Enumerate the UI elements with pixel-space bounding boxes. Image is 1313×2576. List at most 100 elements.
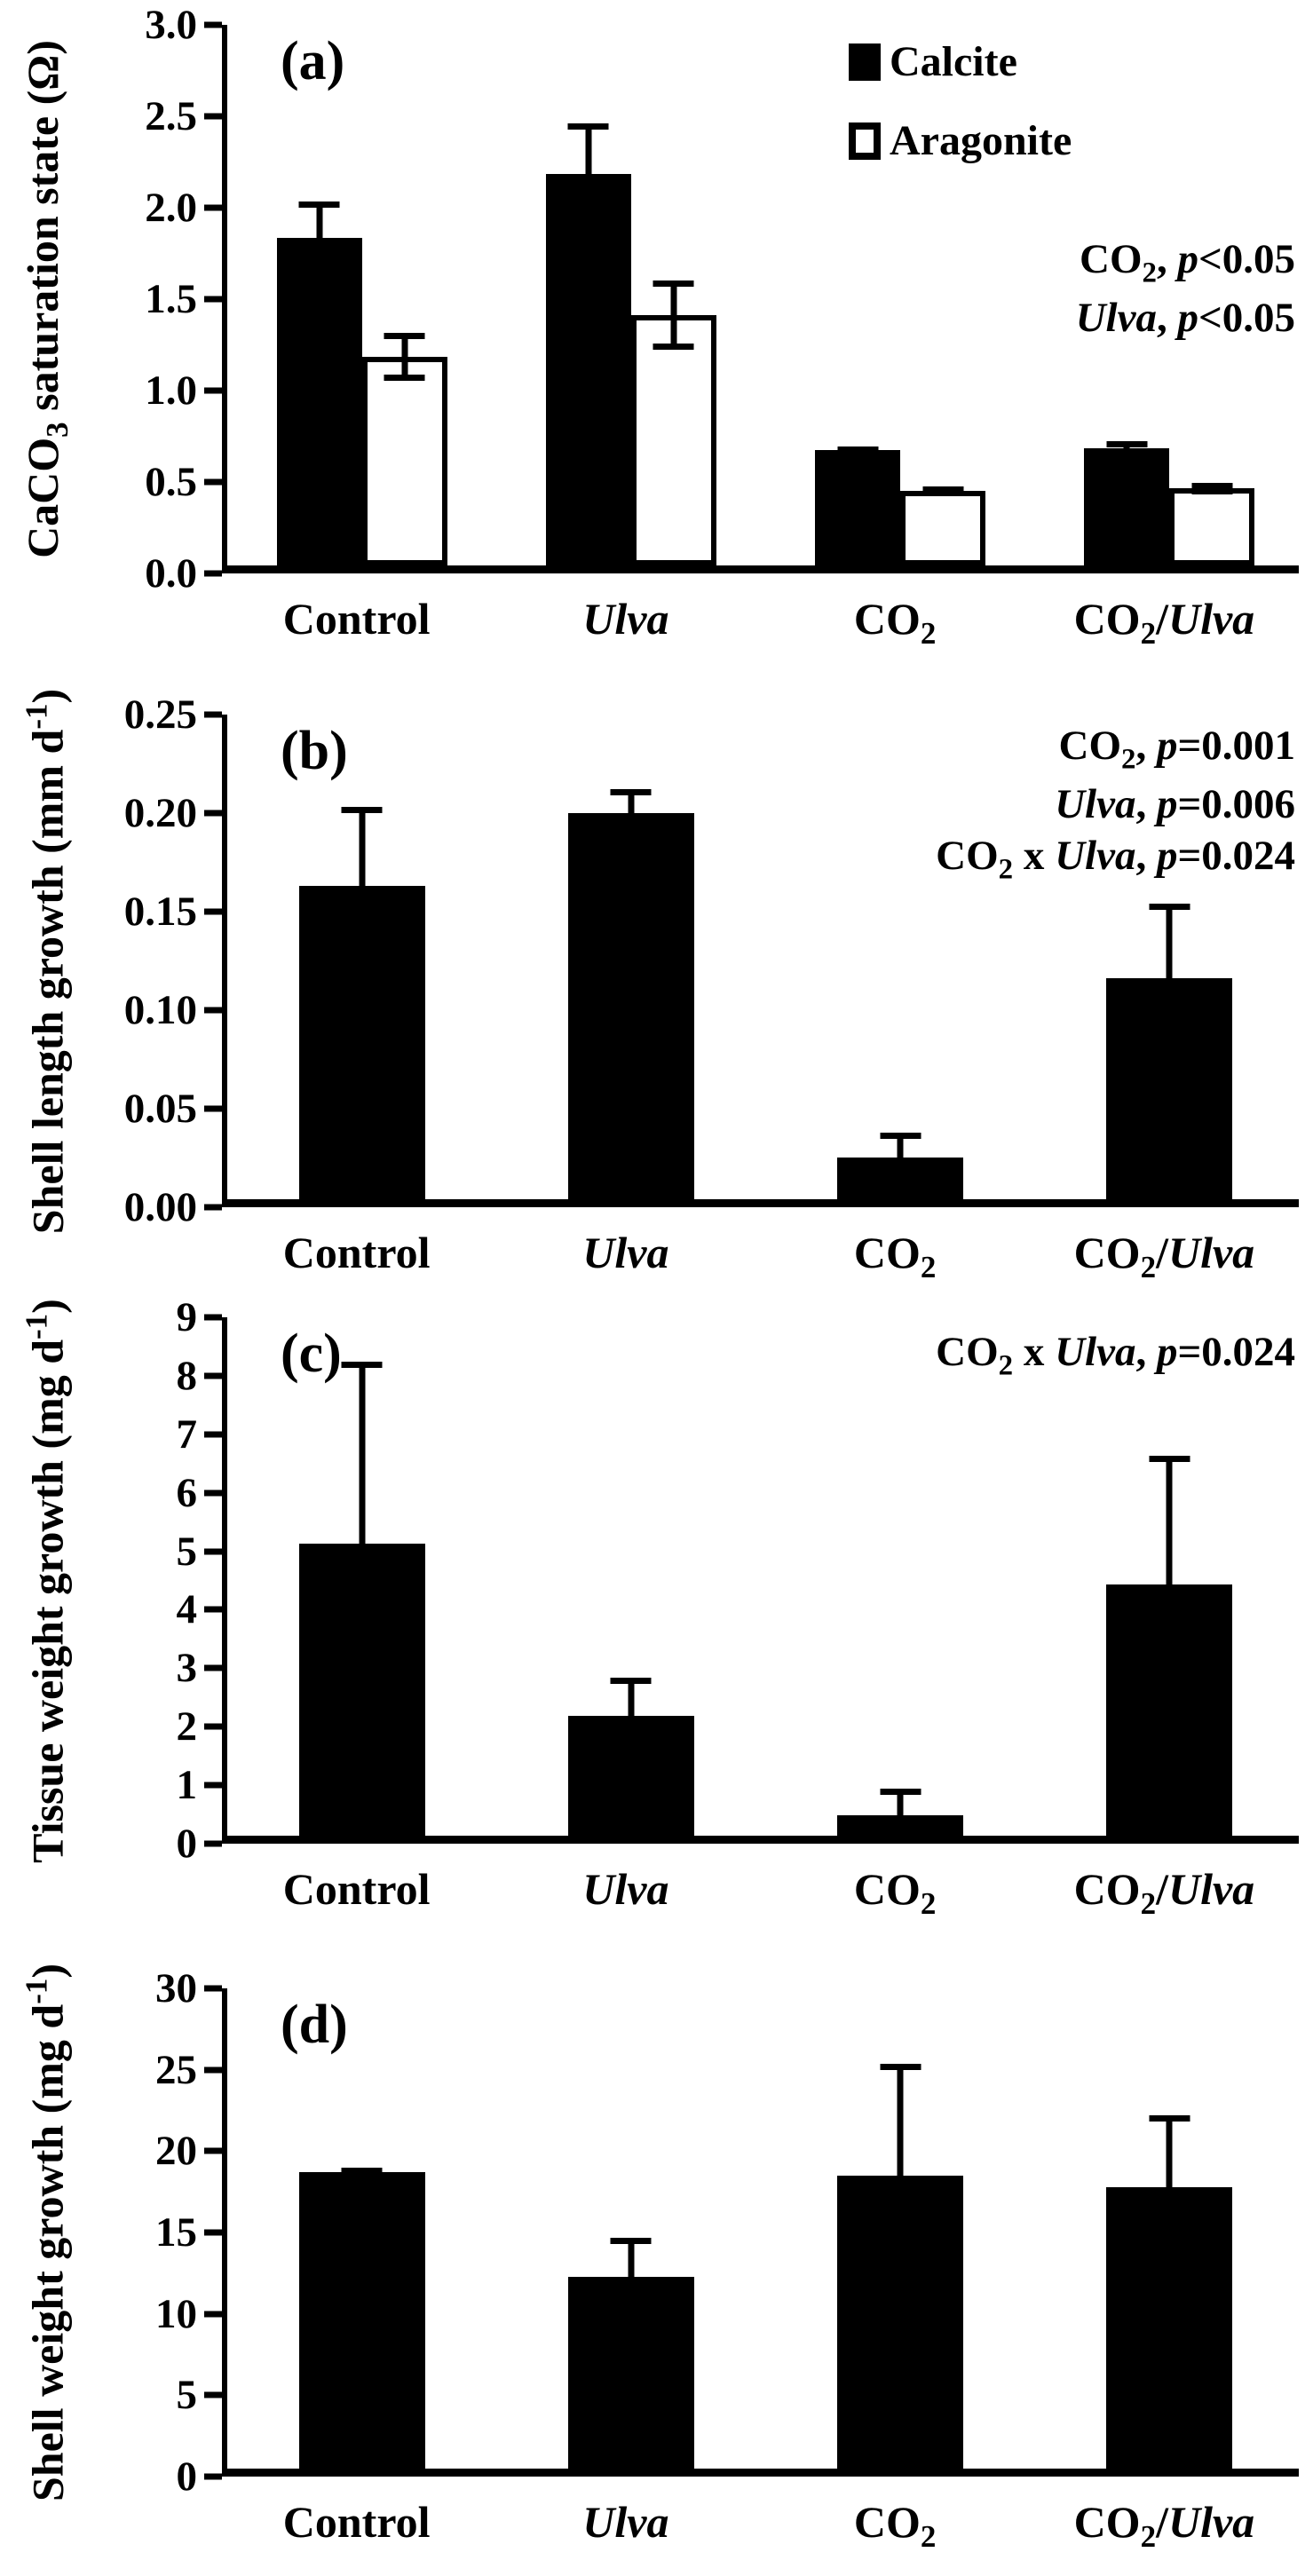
y-tick-mark (204, 810, 222, 817)
error-bar-cap (653, 343, 694, 350)
panel-letter: (c) (281, 1324, 342, 1384)
error-bar-down (384, 357, 425, 381)
y-axis-title: Shell length growth (mm d-1) (19, 688, 73, 1234)
y-tick-mark (204, 1782, 222, 1789)
x-category-label: Control (282, 1864, 431, 1914)
error-bar-down (653, 314, 694, 350)
error-bar-cap (1106, 440, 1148, 447)
bar-shell-length-growth-cat1 (567, 812, 694, 1199)
aragonite-swatch-icon (849, 122, 881, 160)
panel-c: 0 1 2 3 4 5 6 7 8 9 (c) CO2 x Ulva, p=0.024 Tissue w… (0, 1294, 1313, 1922)
y-tick-label: 1.0 (145, 367, 197, 414)
legend-item-aragonite: Aragonite (849, 116, 1072, 165)
y-tick-label: 3.0 (145, 2, 197, 48)
bar-aragonite-cat0 (361, 357, 447, 565)
y-tick-mark (204, 1723, 222, 1730)
y-tick-label: 0.15 (123, 889, 197, 935)
y-tick-label: 20 (155, 2128, 197, 2175)
y-tick-label: 2.0 (145, 185, 197, 231)
bar-shell-length-growth-cat0 (298, 886, 425, 1199)
annotation-line: CO2, p<0.05 (1080, 236, 1295, 289)
x-category-label: Control (282, 1228, 431, 1277)
y-tick-label: 15 (155, 2209, 197, 2256)
bar-calcite-cat2 (815, 450, 901, 565)
x-category-label: CO2 (853, 594, 937, 651)
x-category-label: Control (282, 594, 431, 644)
error-bar-up (1149, 2115, 1190, 2187)
x-category-label: CO2 (853, 2497, 937, 2554)
error-bar-cap (1149, 1455, 1190, 1462)
y-tick-mark (204, 908, 222, 915)
bar-shell-length-growth-cat3 (1106, 978, 1233, 1199)
error-bar-up (384, 333, 425, 358)
error-bar-up (880, 2063, 921, 2176)
stat-annotations: CO2, p<0.05 Ulva, p<0.05 (1076, 233, 1295, 344)
annotation-line: Ulva, p<0.05 (1075, 294, 1295, 341)
y-tick-mark (204, 2066, 222, 2074)
x-category-label: Ulva (582, 1228, 669, 1277)
y-tick-mark (204, 1489, 222, 1497)
y-tick-mark (204, 1105, 222, 1112)
y-tick-mark (204, 296, 222, 303)
error-bar-up (1191, 483, 1233, 490)
plot-area: 0.0 0.5 1.0 1.5 2.0 2.5 3.0 (a) Calcite Aragonite… (145, 2, 1299, 597)
error-bar-up (610, 789, 652, 813)
y-tick-label: 6 (176, 1469, 198, 1516)
y-tick-mark (204, 1985, 222, 1992)
y-tick-label: 2.5 (145, 93, 197, 139)
plot-area: 0.00 0.05 0.10 0.15 0.20 0.25 (b) CO2, p=0.001 U… (124, 691, 1299, 1230)
bar-aragonite-cat3 (1169, 488, 1255, 565)
x-category-label: Ulva (582, 1864, 669, 1914)
y-tick-mark (204, 2229, 222, 2236)
annotation-line: CO2 x Ulva, p=0.024 (936, 1329, 1295, 1382)
bar-shell-weight-growth-cat1 (567, 2276, 694, 2469)
bar-calcite-cat0 (276, 238, 362, 565)
stat-annotations: CO2 x Ulva, p=0.024 (936, 1326, 1295, 1385)
error-bar-cap (341, 807, 383, 814)
stat-annotations: CO2, p=0.001 Ulva, p=0.006 CO2 x Ulva, p=0… (936, 720, 1295, 889)
x-category-label: CO2/Ulva (1073, 594, 1255, 651)
error-bar-up (610, 1678, 652, 1716)
y-tick-label: 3 (176, 1645, 198, 1692)
bar-shell-weight-growth-cat2 (837, 2176, 964, 2469)
y-tick-label: 4 (176, 1586, 198, 1633)
y-tick-label: 0 (176, 2454, 198, 2500)
y-tick-label: 7 (176, 1410, 198, 1458)
error-bar-cap (384, 333, 425, 340)
y-tick-label: 5 (176, 1528, 198, 1575)
error-bar-cap (384, 374, 425, 381)
annotation-line: CO2, p=0.001 (1058, 723, 1296, 776)
error-bar-cap (880, 2063, 921, 2070)
y-tick-mark (204, 1606, 222, 1613)
x-category-label: Control (282, 2497, 431, 2547)
error-bar-up (1106, 440, 1148, 449)
y-tick-mark (204, 21, 222, 28)
y-tick-mark (204, 1840, 222, 1847)
error-bar-cap (610, 1678, 652, 1685)
y-tick-mark (204, 1431, 222, 1438)
bar-shell-length-growth-cat2 (837, 1158, 964, 1199)
annotation-line: CO2 x Ulva, p=0.024 (936, 833, 1295, 886)
bar-tissue-weight-growth-cat0 (298, 1543, 425, 1836)
legend-label: Calcite (890, 38, 1017, 85)
plot-area: 0 5 10 15 20 25 30 (d) (155, 1965, 1299, 2500)
y-tick-mark (204, 2147, 222, 2154)
annotation-line: Ulva, p=0.006 (1055, 780, 1295, 827)
bar-shell-weight-growth-cat3 (1106, 2186, 1233, 2469)
error-bar-up (1149, 904, 1190, 979)
error-bar-cap (922, 487, 964, 494)
bar-aragonite-cat1 (630, 314, 716, 565)
error-bar-cap (880, 1132, 921, 1139)
x-category-label: CO2/Ulva (1073, 1228, 1255, 1284)
error-bar-cap (1149, 904, 1190, 911)
error-bar-up (298, 201, 340, 239)
y-axis-title: CaCO3 saturation state (Ω) (18, 40, 75, 558)
y-tick-mark (204, 1314, 222, 1321)
y-tick-label: 1 (176, 1762, 198, 1809)
bar-calcite-cat3 (1084, 448, 1170, 565)
y-axis-title: Tissue weight growth (mg d-1) (19, 1298, 73, 1863)
bar-tissue-weight-growth-cat1 (567, 1715, 694, 1836)
y-tick-mark (204, 478, 222, 486)
error-bar-up (880, 1132, 921, 1158)
error-bar-cap (1149, 2115, 1190, 2122)
